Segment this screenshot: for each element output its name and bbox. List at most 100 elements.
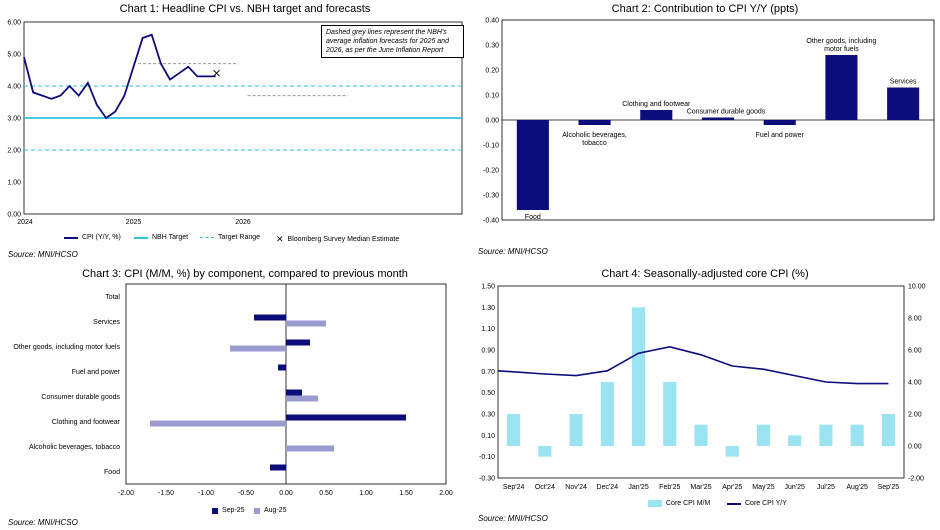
- chart3-source: Source: MNI/HCSO: [8, 518, 78, 527]
- chart3-bar-sep-25: [254, 314, 286, 321]
- chart3-xtick-label: 1.00: [359, 490, 373, 497]
- chart3-category-label: Other goods, including motor fuels: [13, 344, 120, 351]
- chart2-category-label: Food: [525, 214, 541, 221]
- chart4-plot: -0.30 -0.10 0.10 0.30 0.50 0.70 0.90 1.10 1.30 1.…: [479, 284, 926, 492]
- chart2-bar: [516, 120, 549, 210]
- chart1-legend-range: Target Range: [200, 234, 260, 241]
- chart4-bar-mm: [756, 424, 771, 446]
- chart3-xtick-label: 1.50: [399, 490, 413, 497]
- chart3-category-label: Alcoholic beverages, tobacco: [29, 444, 120, 451]
- chart4-bar-mm: [788, 435, 802, 446]
- chart4-bar-mm: [631, 307, 646, 446]
- chart4-xtick-label: Jan'25: [628, 484, 649, 491]
- chart3-xtick-label: -1.00: [198, 490, 214, 497]
- chart1-ytick-label: 0.00: [7, 212, 21, 219]
- chart1-legend-cpi: CPI (Y/Y, %): [64, 234, 121, 241]
- chart1-plot: 0.00 1.00 2.00 3.00 4.00 5.00 6.00 2024 2025 2026: [7, 20, 463, 226]
- chart2-category-label: Services: [890, 79, 917, 86]
- chart3-xtick-label: -1.50: [158, 490, 174, 497]
- chart2-ytick-label: -0.30: [483, 193, 499, 200]
- chart1-ytick-label: 2.00: [7, 148, 21, 155]
- chart4-bar-mm: [881, 414, 895, 446]
- chart4-ytick-left-label: -0.10: [479, 454, 495, 461]
- chart3-xtick-label: 0.50: [319, 490, 333, 497]
- chart2-ytick-label: -0.40: [483, 218, 499, 225]
- chart4-ytick-right-label: 0.00: [908, 444, 922, 451]
- chart2-plot: -0.40 -0.30 -0.20 -0.10 0.00 0.10 0.20 0.30 0.40…: [483, 18, 935, 225]
- chart2-bar: [701, 117, 735, 120]
- chart4-legend-yy: Core CPI Y/Y: [727, 500, 787, 507]
- chart4-ytick-left-label: 0.10: [481, 433, 495, 440]
- chart4-ytick-left-label: -0.30: [479, 476, 495, 483]
- chart2-title: Chart 2: Contribution to CPI Y/Y (ppts): [611, 3, 799, 15]
- chart3-bar-sep-25: [286, 389, 302, 396]
- chart1-bloomberg-marker: [213, 69, 220, 77]
- chart2-ytick-label: 0.30: [485, 43, 499, 50]
- chart1-ytick-label: 4.00: [7, 84, 21, 91]
- chart2-bar: [825, 55, 858, 120]
- chart4-ytick-left-label: 1.10: [481, 326, 495, 333]
- chart1-source: Source: MNI/HCSO: [8, 250, 78, 259]
- chart3-bar-aug-25: [286, 445, 334, 452]
- chart4-xtick-label: Jul'25: [817, 484, 835, 491]
- chart3-bar-sep-25: [286, 414, 406, 421]
- chart3-xtick-label: -2.00: [118, 490, 134, 497]
- chart2-ytick-label: 0.00: [485, 118, 499, 125]
- chart3-category-label: Total: [105, 294, 120, 301]
- chart4-ytick-left-label: 0.70: [481, 369, 495, 376]
- chart3-category-label: Services: [93, 319, 120, 326]
- chart4-ytick-right-label: 10.00: [908, 284, 926, 291]
- chart3-category-label: Consumer durable goods: [41, 394, 120, 401]
- chart4-bar-mm: [569, 414, 583, 446]
- chart3-plot: -2.00 -1.50 -1.00 -0.50 0.00 0.50 1.00 1.50 2.00…: [13, 283, 453, 497]
- chart4-bar-mm: [507, 414, 521, 446]
- chart2-category-label: Alcoholic beverages, tobacco: [562, 132, 627, 147]
- chart1-xtick-label: 2026: [235, 219, 251, 226]
- chart4-xtick-label: Feb'25: [659, 484, 680, 491]
- chart1-legend-target: NBH Target: [134, 234, 188, 241]
- chart4-ytick-right-label: 8.00: [908, 316, 922, 323]
- chart2-source: Source: MNI/HCSO: [478, 247, 548, 256]
- chart4-xtick-label: Nov'24: [565, 484, 587, 491]
- chart2-bar: [887, 87, 920, 120]
- chart4-ytick-left-label: 0.30: [481, 412, 495, 419]
- chart1-ytick-label: 3.00: [7, 116, 21, 123]
- chart4-xtick-label: Mar'25: [690, 484, 711, 491]
- chart4-bar-mm: [694, 424, 708, 446]
- chart4-xtick-label: Sep'24: [503, 484, 525, 491]
- chart2-category-label: Clothing and footwear: [622, 101, 691, 108]
- chart4-ytick-left-label: 1.30: [481, 305, 495, 312]
- chart2-bar: [578, 120, 611, 125]
- chart3-xtick-label: 2.00: [439, 490, 453, 497]
- chart2-bar: [640, 110, 673, 120]
- chart1-ytick-label: 1.00: [7, 180, 21, 187]
- chart4-title: Chart 4: Seasonally-adjusted core CPI (%…: [601, 268, 809, 280]
- chart1-title: Chart 1: Headline CPI vs. NBH target and…: [119, 3, 371, 15]
- chart2-ytick-label: -0.20: [483, 168, 499, 175]
- chart4-core-yy-line: [497, 345, 889, 385]
- chart2-ytick-label: -0.10: [483, 143, 499, 150]
- chart4-legend-mm: Core CPI M/M: [648, 500, 710, 507]
- chart3-legend-sep: Sep-25: [212, 507, 245, 514]
- chart2-category-label: Consumer durable goods: [687, 109, 766, 116]
- chart4-bar-mm: [850, 424, 864, 446]
- chart4-bar-mm: [600, 382, 614, 446]
- chart4-xtick-label: Sep'25: [878, 484, 900, 491]
- chart2-ytick-label: 0.20: [485, 68, 499, 75]
- chart4-ytick-left-label: 1.50: [481, 284, 495, 291]
- chart4-xtick-label: Dec'24: [597, 484, 619, 491]
- chart4-ytick-left-label: 0.50: [481, 390, 495, 397]
- chart4-xtick-label: Jun'25: [784, 484, 805, 491]
- chart4-ytick-right-label: 6.00: [908, 348, 922, 355]
- chart1-cpi-line: [23, 33, 216, 120]
- chart4-ytick-right-label: -2.00: [908, 476, 924, 483]
- chart4-frame: [497, 285, 905, 479]
- chart3-bar-aug-25: [286, 395, 318, 402]
- chart3-bar-sep-25: [270, 464, 286, 471]
- chart2-ytick-label: 0.40: [485, 18, 499, 25]
- chart2-ytick-label: 0.10: [485, 93, 499, 100]
- chart1-xtick-label: 2025: [126, 219, 142, 226]
- chart4-bar-mm: [663, 382, 677, 446]
- chart2-category-label: Fuel and power: [756, 132, 805, 139]
- chart4-bar-mm: [538, 446, 552, 457]
